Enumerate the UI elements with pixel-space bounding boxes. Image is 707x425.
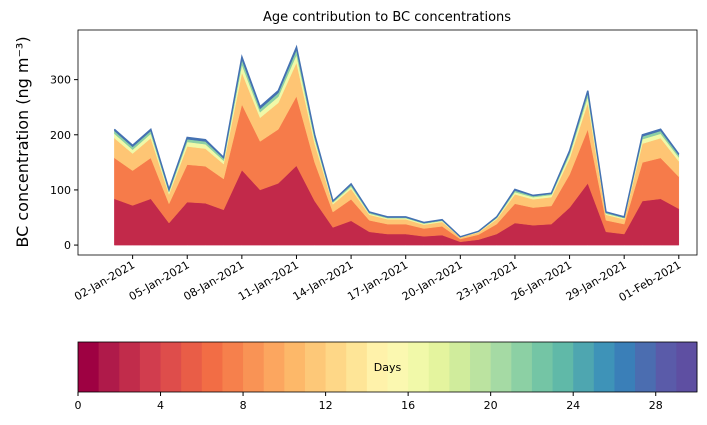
y-tick-label: 200: [50, 129, 71, 142]
colorbar-tick-label: 20: [484, 399, 498, 412]
x-tick-label: 14-Jan-2021: [291, 258, 356, 303]
colorbar-tick-label: 28: [649, 399, 663, 412]
color-bin: [181, 342, 203, 392]
color-bin: [655, 342, 677, 392]
color-bin: [593, 342, 615, 392]
color-bin: [490, 342, 512, 392]
x-tick-label: 08-Jan-2021: [181, 258, 246, 303]
colorbar-tick-label: 12: [319, 399, 333, 412]
colorbar-tick-label: 0: [75, 399, 82, 412]
color-bin: [346, 342, 368, 392]
colorbar-tick-label: 24: [566, 399, 580, 412]
chart-title: Age contribution to BC concentrations: [263, 10, 511, 25]
color-bin: [635, 342, 657, 392]
color-bin: [531, 342, 554, 392]
color-bin: [366, 342, 388, 392]
x-tick-label: 23-Jan-2021: [454, 258, 519, 303]
x-tick-label: 02-Jan-2021: [72, 258, 137, 303]
color-bin: [119, 342, 141, 392]
colorbar-tick-label: 4: [157, 399, 164, 412]
colorbar-tick-label: 8: [240, 399, 247, 412]
color-bin: [263, 342, 285, 392]
color-bin: [614, 342, 636, 392]
x-tick-label: 20-Jan-2021: [400, 258, 465, 303]
color-bin: [387, 342, 409, 392]
top-outline: [113, 44, 680, 238]
color-bin: [470, 342, 492, 392]
color-bin: [511, 342, 533, 392]
color-bin: [408, 342, 430, 392]
x-tick-label: 01-Feb-2021: [617, 258, 684, 304]
y-tick-label: 300: [50, 74, 71, 87]
color-bin: [284, 342, 306, 392]
color-bin: [222, 342, 244, 392]
plot-frame: [77, 29, 698, 256]
y-tick-label: 0: [64, 239, 71, 252]
y-tick-label: 100: [50, 184, 71, 197]
x-tick-label: 11-Jan-2021: [236, 258, 301, 303]
y-axis-label: BC concentration (ng m⁻³): [13, 36, 32, 247]
color-bin: [428, 342, 450, 392]
color-bin: [676, 342, 698, 392]
x-tick-label: 05-Jan-2021: [127, 258, 192, 303]
colorbar-label: Days: [374, 361, 402, 374]
color-bin: [243, 342, 265, 392]
x-tick-label: 17-Jan-2021: [345, 258, 410, 303]
color-bin: [325, 342, 347, 392]
color-bin: [160, 342, 182, 392]
color-bin: [139, 342, 162, 392]
color-bin: [304, 342, 327, 392]
colorbar-tick-label: 16: [401, 399, 415, 412]
color-bin: [78, 342, 100, 392]
color-bin: [552, 342, 574, 392]
color-bin: [98, 342, 120, 392]
x-tick-label: 26-Jan-2021: [509, 258, 574, 303]
color-bin: [201, 342, 223, 392]
color-bin: [573, 342, 595, 392]
color-bin: [449, 342, 471, 392]
colorbar-frame: [77, 341, 698, 393]
